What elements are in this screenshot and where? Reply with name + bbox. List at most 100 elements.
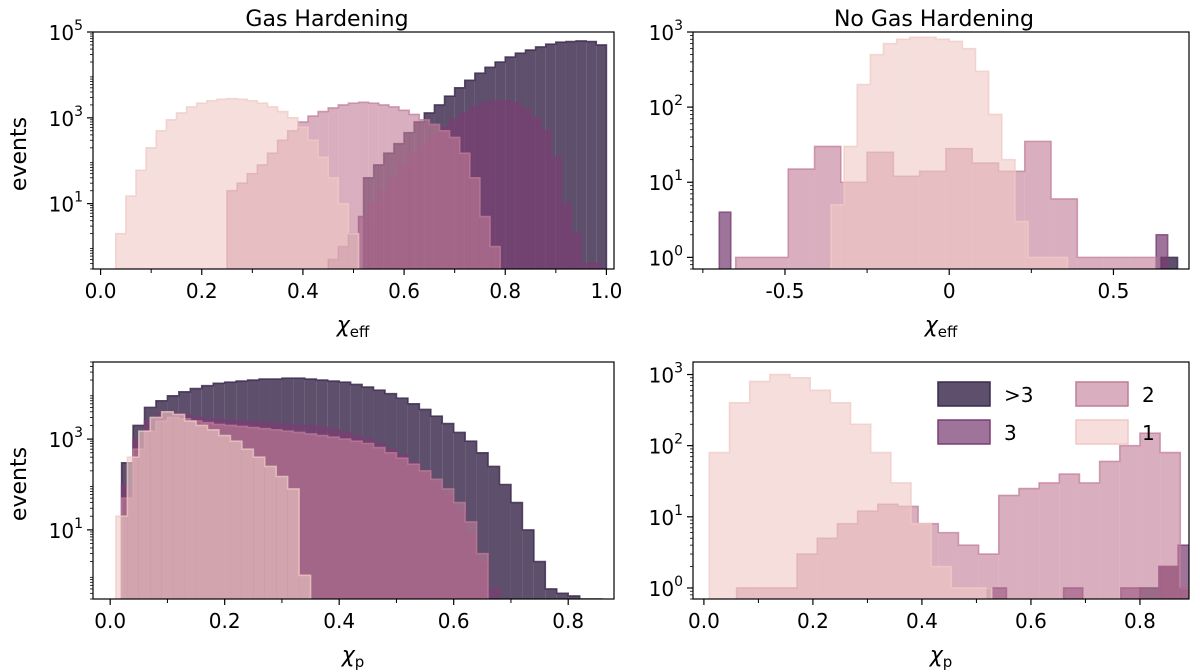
x-axis-symbol: χ [929,643,944,668]
series-n1 [830,36,1069,269]
x-ticks: 0.0 0.2 0.4 0.6 0.8 1.0 [85,269,622,303]
x-ticks: 0.0 0.2 0.4 0.6 0.8 [688,599,1156,633]
histogram-bar [870,452,891,599]
histogram-bar [890,482,912,599]
histogram-bar [479,216,491,269]
x-axis-symbol: χ [336,313,351,338]
x-axis-subscript: p [943,653,953,671]
y-tick-base: 10 [49,519,74,543]
histogram-bar [931,566,952,599]
x-tick-label: 0.2 [186,279,218,303]
histogram-bar [358,102,369,269]
histogram-bar [568,595,580,599]
histogram-bar [419,470,431,599]
histogram-bar [830,402,851,599]
histogram-bar [1156,234,1168,269]
histogram-bar [490,100,501,269]
histogram-bar [556,593,569,599]
x-axis-label: χp [929,643,953,671]
histogram-bar [449,137,460,269]
histogram-bar [287,117,298,269]
histogram-bar [237,99,248,269]
plot-area [708,373,1189,599]
histogram-bar [378,104,389,269]
y-tick-label: 102 [649,432,683,459]
histogram-bar [419,119,430,269]
histogram-bar [115,516,128,599]
histogram-bar [490,246,501,269]
histogram-bar [307,140,319,269]
histogram-bar [257,103,268,269]
y-tick-exponent: 1 [74,190,83,206]
histogram-bar [384,452,397,599]
histogram-bar [749,381,770,599]
histogram-bar [788,169,815,269]
histogram-bar [1099,461,1120,599]
y-tick-base: 10 [49,193,74,217]
histogram-bar [218,435,231,599]
x-tick-label: 0.6 [1015,609,1047,633]
histogram-bar [1014,221,1029,269]
histogram-bar [350,441,363,599]
y-tick-exponent: 1 [674,168,683,184]
legend: >3 2 3 1 [937,381,1155,445]
histogram-bar [488,588,500,599]
histogram-bar [429,124,440,269]
x-axis-symbol: χ [924,313,939,338]
legend-item: 2 [1075,381,1155,407]
x-tick-label: 0.6 [388,279,420,303]
histogram-bar [530,117,541,269]
histogram-bar [520,109,531,269]
histogram-bar [1103,257,1130,269]
histogram-bar [173,414,185,599]
histogram-outline [114,97,360,269]
histogram-bar [1079,482,1100,599]
histogram-bar [998,495,1019,599]
x-tick-label: 0.5 [1098,279,1130,303]
histogram-bar [576,40,587,269]
histogram-bar [207,429,219,599]
histogram-bar [1001,159,1015,269]
histogram-outline [708,373,993,599]
histogram-bar [883,43,897,269]
histogram-bar [1139,433,1161,599]
histogram-bar [571,233,582,269]
histogram-bar [565,41,577,269]
y-tick-exponent: 0 [674,574,683,590]
y-tick-label: 103 [49,425,83,452]
histogram-bar [388,106,400,269]
panel-title: No Gas Hardening [834,7,1034,32]
histogram-bar [276,476,288,599]
histogram-bar [522,529,534,599]
plot-area [115,377,603,599]
plot-frame [692,31,1190,270]
histogram-bar [1180,587,1189,599]
y-tick-label: 105 [49,18,83,45]
histogram-bar [267,106,278,269]
y-axis-label: events [7,447,32,521]
histogram-bar [911,523,932,599]
histogram-outline [120,377,603,599]
histogram-bar [540,130,551,269]
histogram-bar [348,103,359,269]
histogram-bar [138,431,151,599]
histogram-bar [550,157,561,269]
histogram-bar [729,402,750,599]
y-tick-base: 10 [49,21,74,45]
y-tick-base: 10 [49,428,74,452]
histogram-bar [439,130,450,269]
y-tick-label: 101 [649,503,683,530]
histogram-bar [127,457,139,599]
y-tick-base: 10 [649,577,674,601]
y-tick-label: 103 [649,18,683,45]
histogram-bar [1018,488,1040,599]
histogram-bar [338,203,349,269]
x-axis-label: χeff [336,313,370,341]
y-tick-base: 10 [649,171,674,195]
x-tick-label: 0.0 [85,279,117,303]
histogram-bar [533,561,546,599]
